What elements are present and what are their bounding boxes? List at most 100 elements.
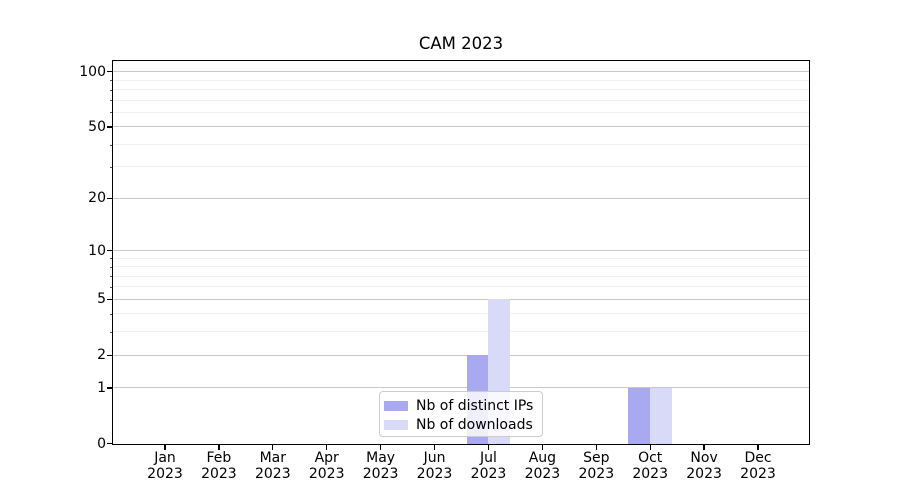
x-tick-mark	[703, 445, 705, 450]
y-tick-label: 2	[97, 347, 106, 364]
gridline-minor	[113, 257, 809, 259]
chart-title: CAM 2023	[418, 34, 504, 53]
x-tick-month: Feb	[206, 450, 232, 466]
y-minor-tick-mark	[109, 258, 112, 260]
y-tick-label: 20	[88, 190, 106, 207]
bar-distinct-ips	[628, 387, 650, 444]
legend-swatch	[384, 400, 408, 411]
x-tick-label: Aug 2023	[502, 450, 582, 482]
x-tick-label: Dec 2023	[718, 450, 798, 482]
y-tick-mark	[107, 71, 112, 73]
legend-label: Nb of downloads	[416, 416, 533, 433]
x-tick-label: Nov 2023	[664, 450, 744, 482]
gridline-minor	[113, 313, 809, 315]
y-tick-label: 50	[88, 118, 106, 135]
y-tick-label: 5	[97, 291, 106, 308]
y-minor-tick-mark	[109, 314, 112, 316]
x-tick-month: May	[366, 450, 396, 466]
x-tick-mark	[379, 445, 382, 450]
x-tick-label: May 2023	[341, 450, 421, 482]
plot-area	[112, 60, 810, 445]
gridline-major	[113, 249, 809, 251]
y-minor-tick-mark	[109, 266, 112, 268]
x-tick-label: Jan 2023	[125, 450, 205, 482]
y-tick-label: 100	[79, 63, 106, 80]
y-minor-tick-mark	[109, 167, 112, 168]
y-tick-mark	[107, 387, 112, 389]
x-tick-month: Aug	[528, 450, 557, 466]
x-tick-year: 2023	[740, 466, 776, 482]
x-tick-mark	[487, 445, 490, 450]
y-tick-mark	[107, 249, 112, 252]
x-tick-label: Mar 2023	[233, 450, 313, 482]
x-tick-year: 2023	[578, 466, 615, 482]
gridline-minor	[113, 266, 809, 267]
y-tick-mark	[107, 197, 112, 200]
x-tick-month: Oct	[638, 450, 663, 466]
x-tick-label: Jun 2023	[395, 450, 475, 482]
x-tick-year: 2023	[201, 466, 237, 482]
x-tick-year: 2023	[632, 466, 668, 482]
legend-swatch	[384, 419, 408, 430]
x-tick-month: Apr	[314, 450, 339, 466]
x-tick-year: 2023	[686, 466, 722, 482]
gridline-minor	[113, 286, 809, 288]
y-minor-tick-mark	[109, 144, 112, 146]
x-tick-mark	[433, 445, 436, 450]
x-tick-year: 2023	[470, 466, 507, 482]
x-tick-mark	[757, 445, 759, 450]
x-tick-mark	[649, 445, 651, 450]
y-minor-tick-mark	[109, 112, 112, 114]
x-tick-month: Mar	[259, 450, 286, 466]
y-minor-tick-mark	[109, 276, 112, 278]
x-tick-month: Jul	[480, 450, 497, 466]
y-tick-mark	[107, 126, 112, 128]
legend-label: Nb of distinct IPs	[416, 397, 534, 414]
x-tick-year: 2023	[362, 466, 399, 482]
y-minor-tick-mark	[109, 80, 112, 82]
y-tick-mark	[107, 443, 112, 445]
gridline-major	[113, 197, 809, 199]
x-tick-year: 2023	[308, 466, 345, 482]
x-tick-year: 2023	[524, 466, 561, 482]
x-tick-label: Oct 2023	[610, 450, 690, 482]
x-tick-mark	[164, 445, 166, 450]
x-tick-mark	[326, 445, 328, 450]
x-tick-label: Apr 2023	[287, 450, 367, 482]
gridline-minor	[113, 88, 809, 90]
gridline-minor	[113, 111, 809, 113]
x-tick-year: 2023	[254, 466, 291, 482]
x-tick-month: Nov	[690, 450, 718, 466]
legend-row: Nb of downloads	[384, 415, 536, 434]
y-tick-label: 0	[97, 435, 106, 452]
x-tick-month: Dec	[744, 450, 772, 466]
gridline-minor	[113, 99, 809, 101]
x-tick-label: Feb 2023	[179, 450, 259, 482]
legend: Nb of distinct IPs Nb of downloads	[379, 391, 543, 437]
gridline-minor	[113, 331, 809, 333]
gridline-minor	[113, 79, 809, 81]
y-tick-label: 10	[88, 242, 106, 259]
gridline-minor	[113, 166, 809, 168]
x-tick-mark	[541, 445, 544, 450]
y-tick-mark	[107, 354, 112, 356]
gridline-major	[113, 387, 809, 389]
y-tick-mark	[107, 298, 112, 301]
x-tick-month: Jan	[154, 450, 176, 466]
gridline-minor	[113, 275, 809, 277]
x-tick-mark	[218, 445, 220, 450]
y-minor-tick-mark	[109, 100, 112, 102]
x-tick-label: Sep 2023	[556, 450, 636, 482]
x-tick-mark	[272, 445, 274, 450]
x-tick-mark	[595, 445, 597, 450]
y-minor-tick-mark	[109, 89, 112, 91]
legend-row: Nb of distinct IPs	[384, 396, 536, 415]
x-tick-month: Sep	[583, 450, 610, 466]
y-tick-label: 1	[97, 379, 106, 396]
gridline-major	[113, 71, 809, 73]
x-tick-year: 2023	[416, 466, 453, 482]
x-tick-label: Jul 2023	[449, 450, 529, 482]
gridline-major	[113, 298, 809, 300]
y-minor-tick-mark	[109, 286, 112, 288]
